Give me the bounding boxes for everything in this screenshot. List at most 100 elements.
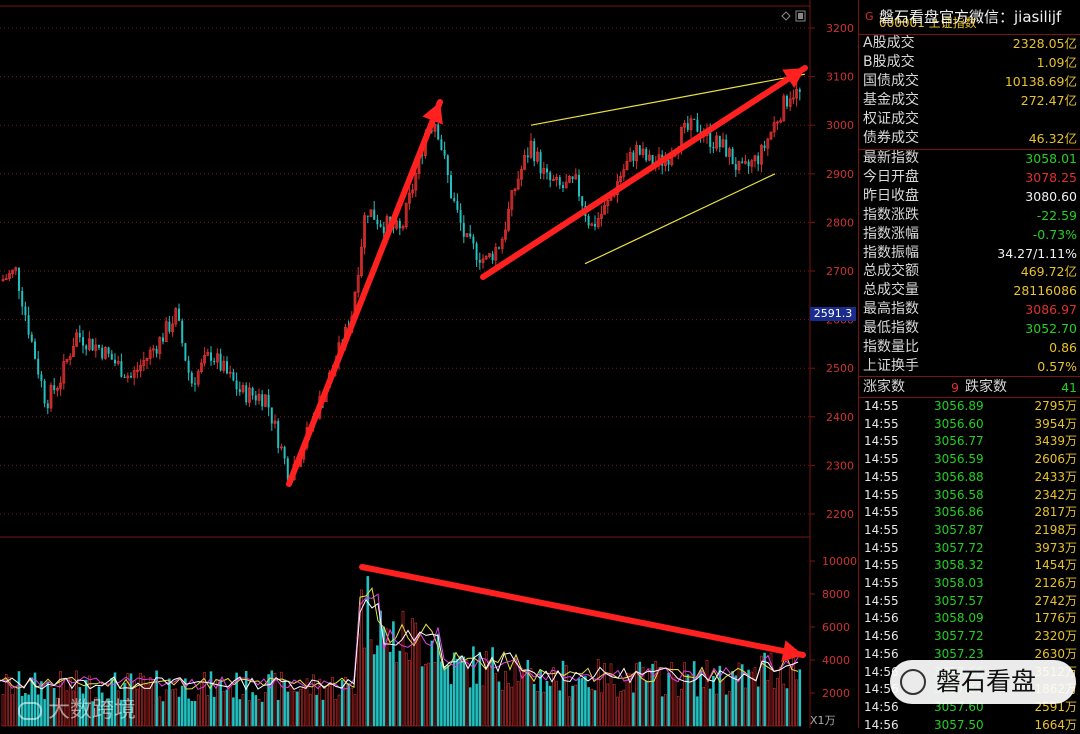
volume-bar xyxy=(427,662,430,727)
tick-row[interactable]: 14:56 3057.50 1664万 xyxy=(859,717,1080,734)
volume-bar xyxy=(100,692,104,727)
divider xyxy=(859,376,1080,377)
volume-bar xyxy=(248,700,251,727)
stat-value: -0.73% xyxy=(1032,226,1077,242)
candle-body xyxy=(709,129,712,147)
volume-bar xyxy=(766,680,770,727)
volume-bar xyxy=(523,668,526,727)
candle-body xyxy=(549,172,552,181)
volume-bar xyxy=(500,689,504,727)
tick-row[interactable]: 14:56 3058.09 1776万 xyxy=(859,610,1080,628)
candle-body xyxy=(632,152,635,161)
tick-price: 3058.32 xyxy=(934,558,984,573)
candle-body xyxy=(437,124,440,140)
stat-row: 最新指数 3058.01 xyxy=(859,149,1080,168)
volume-bar xyxy=(94,697,98,727)
window-icon[interactable] xyxy=(795,10,806,22)
volume-bar xyxy=(267,674,270,727)
volume-bar xyxy=(452,652,456,727)
tick-row[interactable]: 14:56 3057.72 2320万 xyxy=(859,628,1080,646)
watermark-logo-icon xyxy=(18,702,42,720)
volume-bar xyxy=(206,695,210,727)
stat-label: 最低指数 xyxy=(863,320,919,337)
tick-row[interactable]: 14:55 3057.72 3973万 xyxy=(859,540,1080,558)
watermark-right-text: 磐石看盘 xyxy=(936,667,1037,696)
volume-bar xyxy=(20,695,24,727)
diamond-icon[interactable] xyxy=(781,11,791,21)
tick-row[interactable]: 14:55 3058.32 1454万 xyxy=(859,557,1080,575)
volume-bar xyxy=(475,683,478,727)
volume-bar xyxy=(788,667,792,727)
candle-body xyxy=(88,338,91,350)
candle-body xyxy=(433,124,437,132)
tick-row[interactable]: 14:55 3058.03 2126万 xyxy=(859,575,1080,593)
tick-row[interactable]: 14:55 3056.86 2817万 xyxy=(859,504,1080,522)
candle-body xyxy=(520,168,523,180)
tick-row[interactable]: 14:55 3056.88 2433万 xyxy=(859,469,1080,487)
volume-bar xyxy=(68,678,72,727)
tick-volume: 3954万 xyxy=(1034,416,1077,431)
tick-time: 14:55 xyxy=(864,399,899,413)
tick-row[interactable]: 14:55 3056.89 2795万 xyxy=(859,398,1080,416)
candle-body xyxy=(587,215,590,226)
volume-bar xyxy=(190,700,194,727)
volume-bar xyxy=(641,666,645,727)
volume-bar xyxy=(222,691,226,727)
candle-body xyxy=(450,175,452,199)
tick-row[interactable]: 14:55 3057.87 2198万 xyxy=(859,522,1080,540)
candle-body xyxy=(513,188,517,192)
tick-row[interactable]: 14:55 3056.59 2606万 xyxy=(859,451,1080,469)
candle-body xyxy=(715,135,718,149)
tick-time: 14:56 xyxy=(864,664,899,679)
stat-label: 指数量比 xyxy=(863,339,919,355)
candle-body xyxy=(376,219,379,225)
tick-row[interactable]: 14:55 3056.77 3439万 xyxy=(859,433,1080,451)
volume-bar xyxy=(30,677,34,727)
volume-bar xyxy=(219,679,222,727)
candle-body xyxy=(407,192,411,204)
tick-row[interactable]: 14:56 3057.23 2630万 xyxy=(859,646,1080,664)
tick-time: 14:56 xyxy=(864,699,899,714)
tick-row[interactable]: 14:55 3056.58 2342万 xyxy=(859,487,1080,505)
candle-body xyxy=(411,189,415,194)
volume-bar xyxy=(747,669,750,727)
candle-body xyxy=(104,346,107,359)
volume-bar xyxy=(628,673,632,727)
stat-row: 指数涨幅 -0.73% xyxy=(859,225,1080,244)
candle-body xyxy=(75,332,78,347)
candle-body xyxy=(263,394,267,407)
kline-chart-area[interactable]: 3200310030002900280027002600250024002300… xyxy=(0,0,858,728)
candle-body xyxy=(562,185,564,188)
tick-row[interactable]: 14:55 3057.57 2742万 xyxy=(859,593,1080,611)
volume-bar xyxy=(36,694,40,727)
candle-body xyxy=(98,345,100,348)
volume-bar xyxy=(667,672,670,727)
candle-body xyxy=(484,256,488,260)
volume-bar xyxy=(510,686,514,727)
stat-row: 基金成交 272.47亿 xyxy=(859,91,1080,110)
index-code: 000001 上证指数 xyxy=(879,16,977,30)
divider xyxy=(859,149,1080,150)
tick-row[interactable]: 14:55 3056.60 3954万 xyxy=(859,416,1080,434)
candle-body xyxy=(641,148,645,155)
volume-bar xyxy=(107,698,110,727)
candle-body xyxy=(107,347,110,354)
price-axis-label: 2500 xyxy=(826,362,854,375)
volume-bar xyxy=(59,671,62,727)
tick-volume: 2126万 xyxy=(1034,576,1077,590)
volume-bar xyxy=(424,664,427,727)
stat-label: B股成交 xyxy=(863,53,915,70)
kline-chart[interactable]: 3200310030002900280027002600250024002300… xyxy=(0,0,858,728)
volume-bar xyxy=(657,667,661,727)
volume-bar xyxy=(11,694,14,727)
tick-volume: 3439万 xyxy=(1034,434,1077,449)
candle-body xyxy=(270,407,273,424)
chart-toolbar-icons[interactable] xyxy=(778,8,808,22)
volume-bar xyxy=(126,673,130,727)
stat-value: 3078.25 xyxy=(1025,169,1077,185)
candle-body xyxy=(1,279,5,282)
volume-bar xyxy=(129,673,133,727)
up-count-value: 9 xyxy=(951,380,959,395)
stat-value: 34.27/1.11% xyxy=(997,245,1077,261)
candle-body xyxy=(798,89,801,92)
